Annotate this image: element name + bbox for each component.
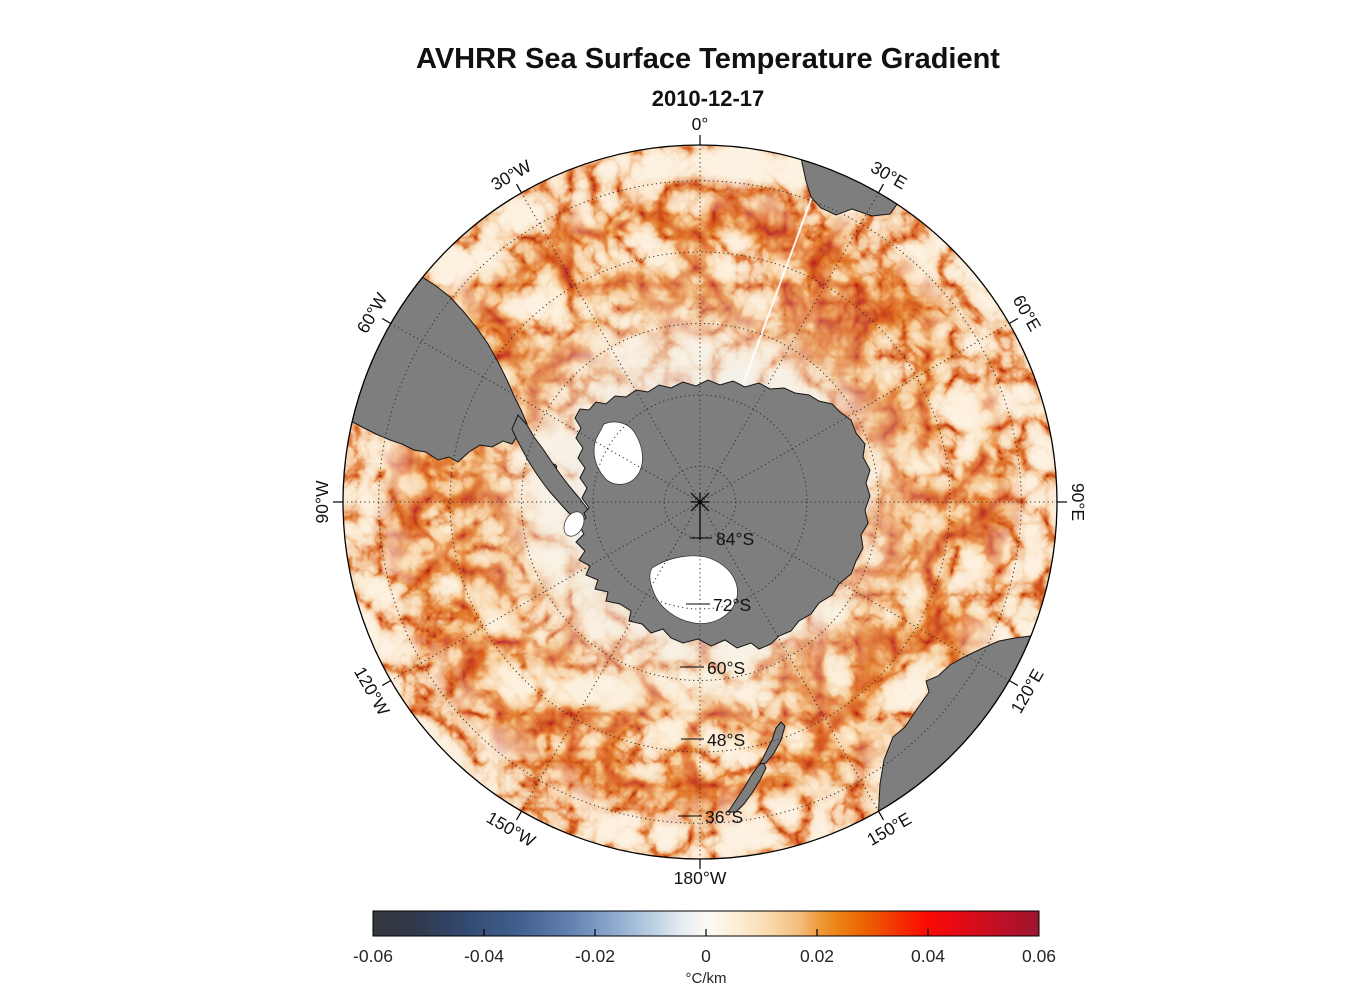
pole-marker <box>690 492 710 540</box>
figure-title: AVHRR Sea Surface Temperature Gradient <box>416 43 1000 75</box>
polar-map: 0° 30°E 60°E 90°E 120°E 150°E 180°W 150°… <box>312 114 1088 888</box>
parallel-label-72s: 72°S <box>713 595 751 615</box>
meridian-label-60e: 60°E <box>1009 292 1045 335</box>
meridian-ticks <box>333 135 1067 869</box>
parallel-72s <box>592 394 808 610</box>
meridian-label-180w: 180°W <box>674 868 727 888</box>
ronne-ice-shelf <box>593 421 643 485</box>
ross-ice-shelf <box>649 555 738 624</box>
parallel-label-60s: 60°S <box>707 658 745 678</box>
figure-date-subtitle: 2010-12-17 <box>652 86 765 111</box>
parallel-labels: 84°S 72°S 60°S 48°S 36°S <box>678 529 754 827</box>
map-canvas <box>343 145 1057 859</box>
parallel-48s <box>449 251 951 753</box>
colorbar-tick-label: -0.06 <box>353 946 393 966</box>
larsen-ice-area <box>563 511 585 537</box>
parallel-60s <box>521 323 879 681</box>
colorbar: -0.06 -0.04 -0.02 0 0.02 0.04 0.06 °C/km <box>353 910 1056 987</box>
land-masses <box>351 158 1032 813</box>
new-zealand-south-island <box>727 761 767 813</box>
colorbar-tick-label: -0.04 <box>464 946 504 966</box>
antarctica-landmass <box>574 379 871 650</box>
parallel-label-36s: 36°S <box>705 807 743 827</box>
colorbar-tick-label: 0.02 <box>800 946 834 966</box>
colorbar-unit-label: °C/km <box>686 970 727 987</box>
colorbar-tick-label: 0 <box>701 946 711 966</box>
ice-shelves <box>563 421 738 624</box>
meridian-label-30e: 30°E <box>867 157 910 193</box>
graticule <box>343 145 1057 859</box>
meridian-label-0: 0° <box>692 114 709 134</box>
meridian-label-90w: 90°W <box>312 480 332 523</box>
new-zealand-north-island <box>759 721 786 765</box>
colorbar-tick-label: 0.06 <box>1022 946 1056 966</box>
colorbar-tick-labels: -0.06 -0.04 -0.02 0 0.02 0.04 0.06 <box>353 946 1056 966</box>
parallel-label-48s: 48°S <box>707 730 745 750</box>
colorbar-tick-label: 0.04 <box>911 946 945 966</box>
colorbar-tick-label: -0.02 <box>575 946 615 966</box>
colorbar-ticks <box>483 929 929 936</box>
parallel-label-84s: 84°S <box>716 529 754 549</box>
meridian-label-60w: 60°W <box>353 289 392 337</box>
meridian-label-90e: 90°E <box>1068 483 1088 521</box>
